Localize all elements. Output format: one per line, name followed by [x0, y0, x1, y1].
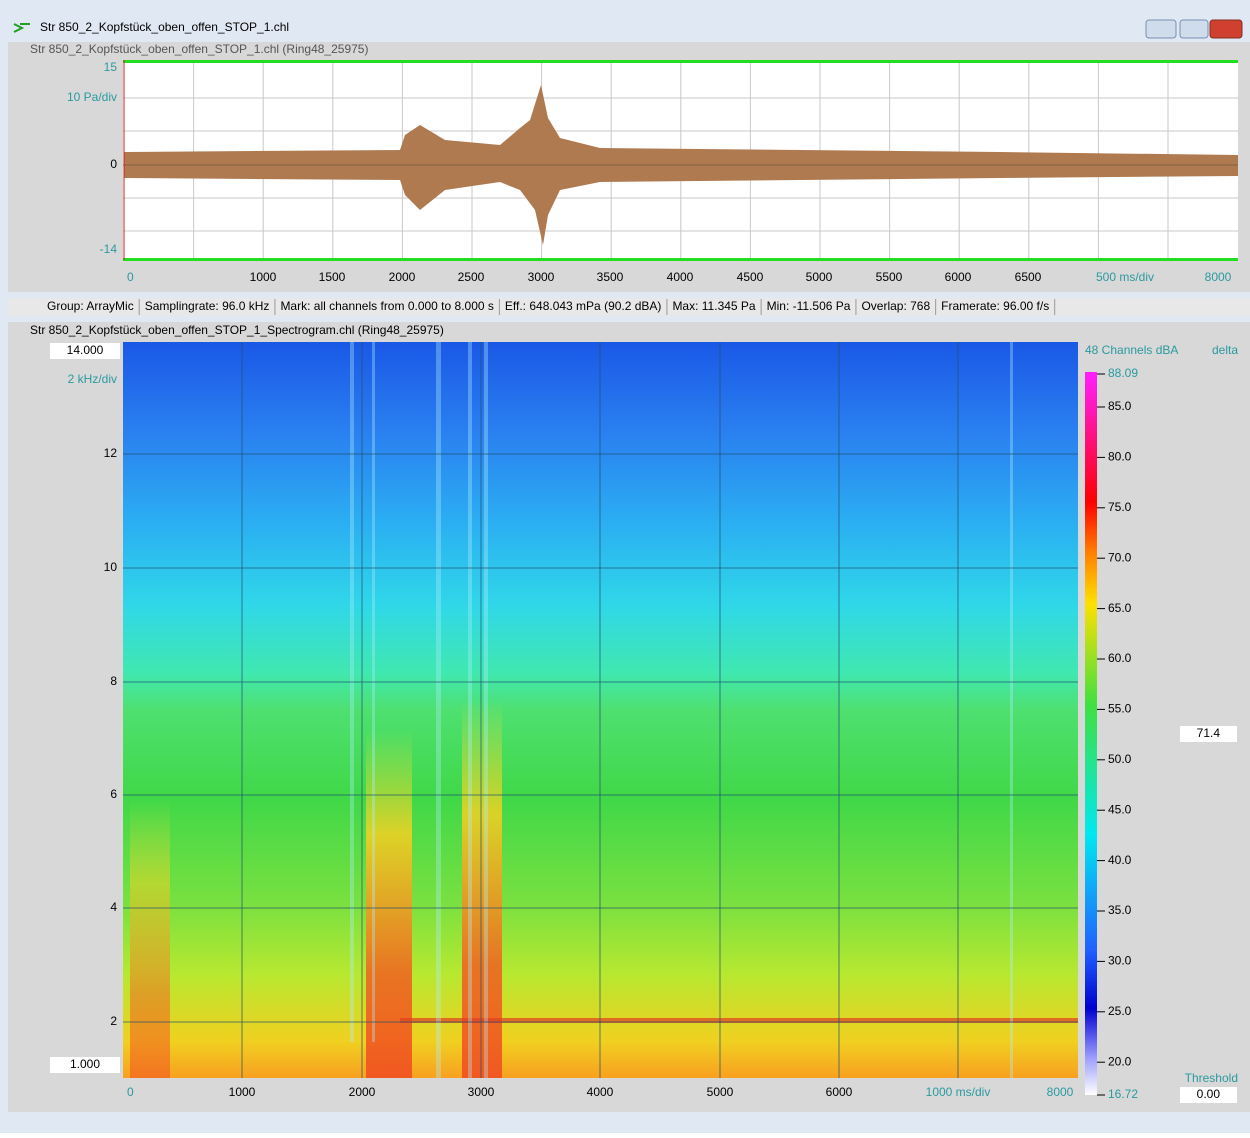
status-field: Max: 11.345 Pa: [672, 299, 755, 313]
x-tick-label: 2500: [458, 270, 485, 284]
y-tick-label: 4: [110, 900, 117, 914]
colorbar-label: 20.0: [1108, 1054, 1132, 1068]
colorbar-label: 45.0: [1108, 802, 1132, 816]
panel-title: Str 850_2_Kopfstück_oben_offen_STOP_1.ch…: [30, 42, 368, 56]
y-tick-label: 8: [110, 674, 117, 688]
x-tick-label: 2000: [349, 1085, 376, 1099]
status-divider: [855, 299, 856, 315]
status-field: Group: ArrayMic: [47, 299, 134, 313]
y-tick-label: 0: [110, 157, 117, 171]
y-tick-label: 2: [110, 1014, 117, 1028]
x-tick-label: 5500: [876, 270, 903, 284]
y-tick-label: 14.000: [67, 343, 104, 357]
colorbar-mode[interactable]: delta: [1212, 343, 1238, 357]
status-field: Framerate: 96.00 f/s: [941, 299, 1049, 313]
x-tick-label: 3000: [468, 1085, 495, 1099]
x-tick-label: 4500: [737, 270, 764, 284]
colorbar-label: 85.0: [1108, 399, 1132, 413]
status-field: Eff.: 648.043 mPa (90.2 dBA): [505, 299, 662, 313]
threshold-label: Threshold: [1185, 1071, 1238, 1085]
status-divider: [274, 299, 275, 315]
x-tick-label: 1000 ms/div: [926, 1085, 991, 1099]
x-tick-label: 4000: [587, 1085, 614, 1099]
status-field: Mark: all channels from 0.000 to 8.000 s: [280, 299, 493, 313]
maximize-button[interactable]: [1180, 20, 1208, 38]
range-bar-top: [123, 60, 1238, 63]
x-tick-label: 1500: [319, 270, 346, 284]
colorbar-label: 25.0: [1108, 1004, 1132, 1018]
colorbar-label: 50.0: [1108, 752, 1132, 766]
status-divider: [935, 299, 936, 315]
x-tick-label: 5000: [707, 1085, 734, 1099]
status-field: Min: -11.506 Pa: [767, 299, 851, 313]
x-tick-label: 0: [127, 270, 134, 284]
x-tick-label: 3500: [597, 270, 624, 284]
colorbar-label: 65.0: [1108, 601, 1132, 615]
colorbar: [1085, 372, 1097, 1095]
minimize-button[interactable]: [1146, 20, 1176, 38]
threshold-value[interactable]: 0.00: [1197, 1087, 1221, 1101]
status-divider: [1054, 299, 1055, 315]
cursor-value: 71.4: [1197, 726, 1221, 740]
colorbar-label: 75.0: [1108, 500, 1132, 514]
y-tick-label: 10: [104, 560, 118, 574]
x-tick-label: 6000: [945, 270, 972, 284]
panel-title: Str 850_2_Kopfstück_oben_offen_STOP_1_Sp…: [30, 323, 444, 337]
status-divider: [139, 299, 140, 315]
colorbar-label: 30.0: [1108, 954, 1132, 968]
colorbar-label: 80.0: [1108, 450, 1132, 464]
x-tick-label: 1000: [250, 270, 277, 284]
x-tick-label: 4000: [667, 270, 694, 284]
status-divider: [499, 299, 500, 315]
x-tick-label: 3000: [528, 270, 555, 284]
range-bar-bottom: [123, 258, 1238, 261]
app-window: Str 850_2_Kopfstück_oben_offen_STOP_1.ch…: [0, 0, 1250, 1133]
y-tick-label: -14: [100, 242, 118, 256]
y-tick-label: 10 Pa/div: [67, 90, 117, 104]
colorbar-label: 16.72: [1108, 1087, 1138, 1101]
colorbar-label: 88.09: [1108, 366, 1138, 380]
x-tick-label: 8000: [1205, 270, 1232, 284]
status-divider: [761, 299, 762, 315]
colorbar-label: 40.0: [1108, 853, 1132, 867]
colorbar-label: 60.0: [1108, 651, 1132, 665]
status-field: Samplingrate: 96.0 kHz: [145, 299, 270, 313]
y-tick-label: 6: [110, 787, 117, 801]
colorbar-label: 55.0: [1108, 702, 1132, 716]
y-tick-label: 2 kHz/div: [68, 372, 117, 386]
x-tick-label: 5000: [806, 270, 833, 284]
y-tick-label: 15: [104, 60, 118, 74]
status-divider: [666, 299, 667, 315]
colorbar-label: 35.0: [1108, 903, 1132, 917]
y-tick-label: 12: [104, 446, 118, 460]
y-tick-label: 1.000: [70, 1057, 100, 1071]
x-tick-label: 500 ms/div: [1096, 270, 1154, 284]
x-tick-label: 1000: [229, 1085, 256, 1099]
colorbar-title: 48 Channels dBA: [1085, 343, 1178, 357]
x-tick-label: 8000: [1047, 1085, 1074, 1099]
close-button[interactable]: [1210, 20, 1242, 38]
x-tick-label: 6500: [1015, 270, 1042, 284]
status-field: Overlap: 768: [861, 299, 930, 313]
spectrogram-hot: [130, 800, 170, 1078]
x-tick-label: 2000: [389, 270, 416, 284]
x-tick-label: 0: [127, 1085, 134, 1099]
window-title: Str 850_2_Kopfstück_oben_offen_STOP_1.ch…: [40, 20, 289, 34]
colorbar-label: 70.0: [1108, 550, 1132, 564]
x-tick-label: 6000: [826, 1085, 853, 1099]
